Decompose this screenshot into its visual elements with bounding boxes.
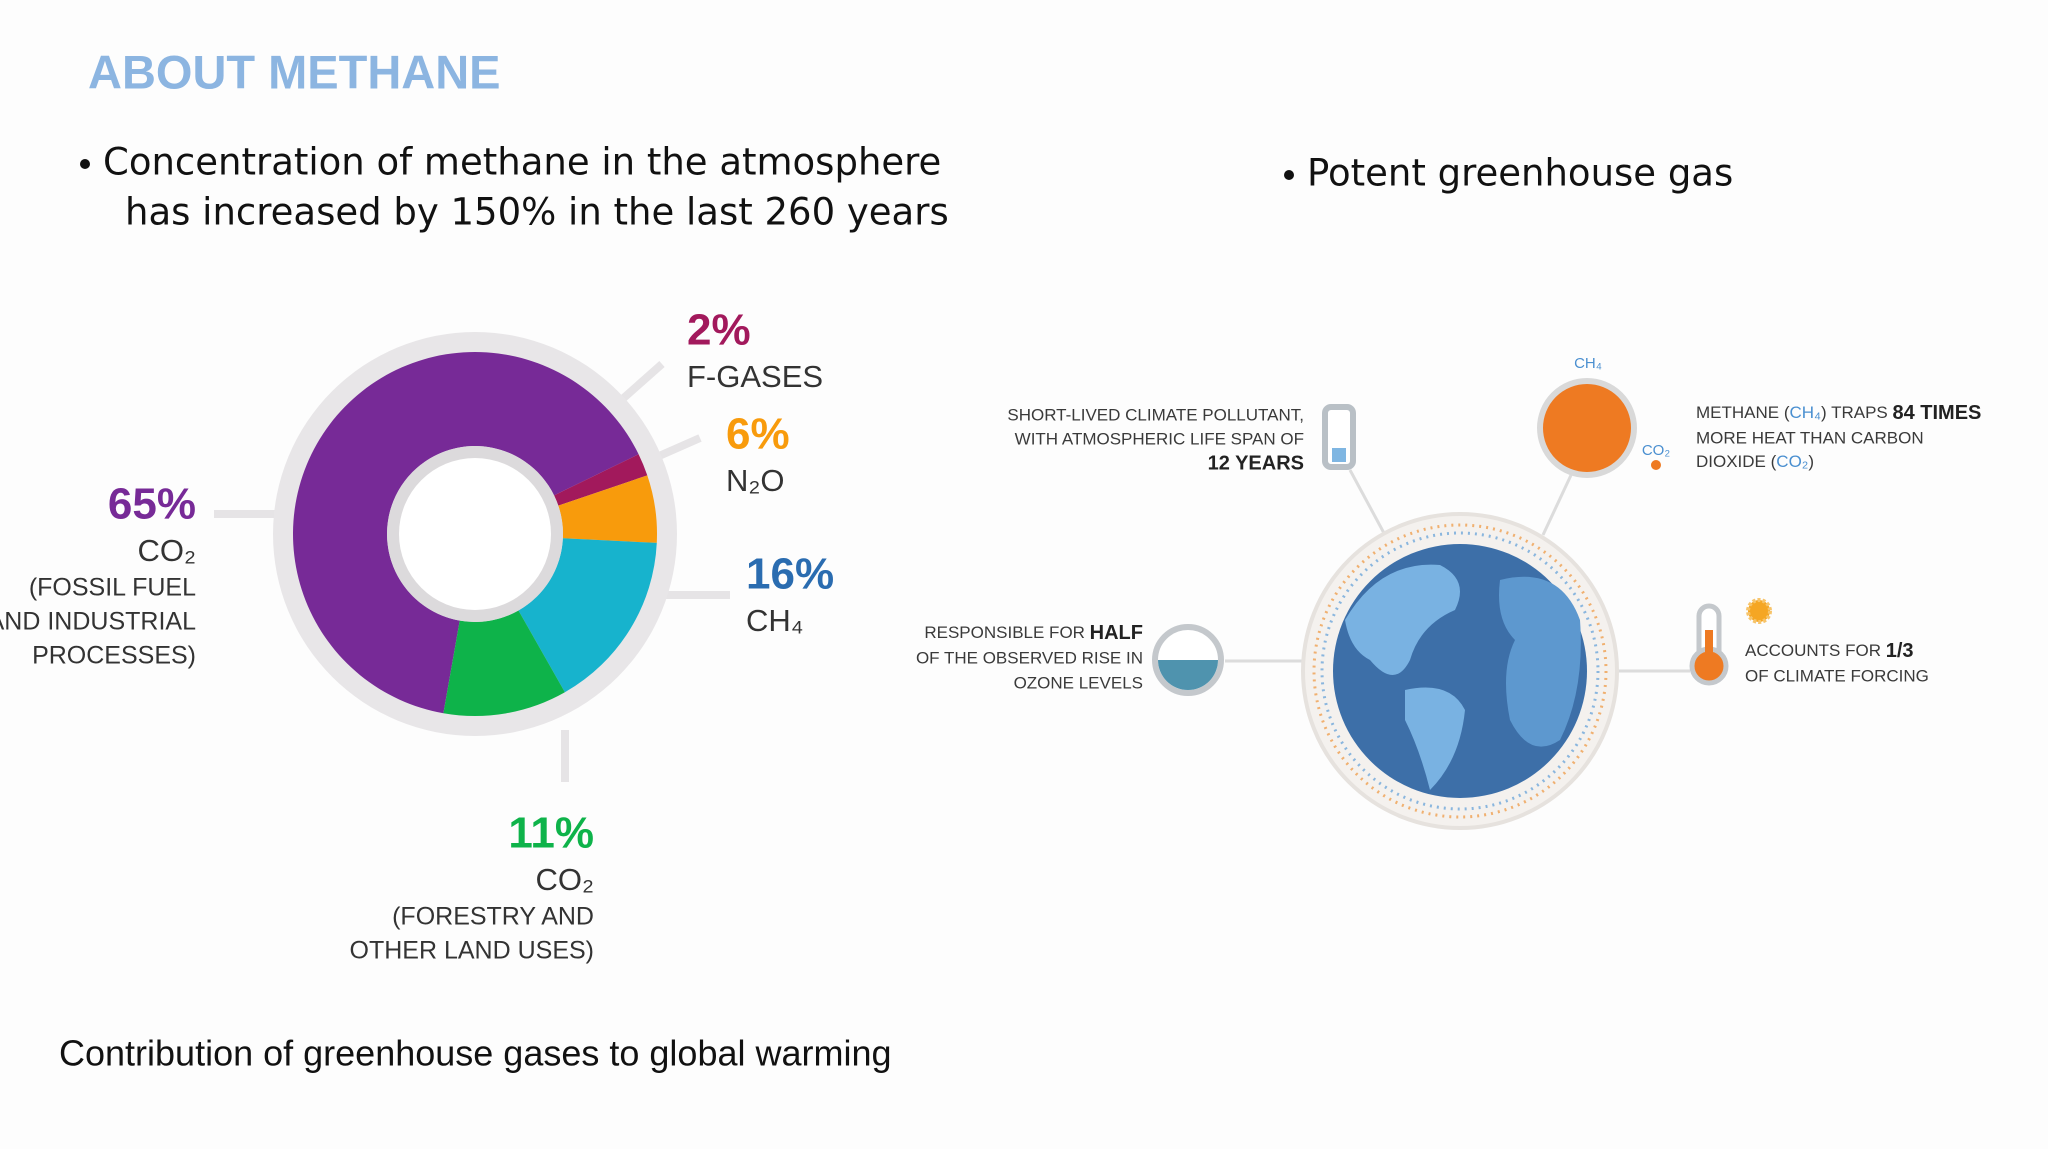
- category-description: OTHER LAND USES): [350, 937, 594, 965]
- category-description: AND INDUSTRIAL: [0, 608, 196, 636]
- info-text: ACCOUNTS FOR 1/3: [1745, 640, 1914, 662]
- info-text: WITH ATMOSPHERIC LIFE SPAN OF: [1015, 429, 1304, 448]
- globe-dots: [1320, 531, 1600, 811]
- info-text-bold: HALF: [1090, 622, 1143, 644]
- donut-slice: [518, 538, 657, 693]
- info-text: ACCOUNTS FOR: [1745, 641, 1886, 660]
- value-label: 2%: [687, 306, 751, 355]
- info-text: OF THE OBSERVED RISE IN: [916, 648, 1143, 667]
- connector: [1541, 472, 1574, 536]
- info-text-bold: 1/3: [1886, 640, 1914, 662]
- category-label: N₂O: [726, 463, 785, 498]
- value-label: 16%: [746, 550, 834, 599]
- bullet-dot: [1284, 170, 1294, 180]
- category-description: (FOSSIL FUEL: [29, 574, 196, 602]
- info-text: RESPONSIBLE FOR HALF: [924, 622, 1143, 644]
- slide-title: ABOUT METHANE: [88, 45, 501, 98]
- info-text: DIOXIDE (: [1696, 452, 1777, 471]
- globe-dots: [1312, 523, 1608, 819]
- bullet-text: Potent greenhouse gas: [1307, 152, 1733, 195]
- category-description: PROCESSES): [32, 642, 196, 670]
- info-text-blue: CO₂: [1776, 452, 1808, 471]
- donut-chart: 65% CO₂ (FOSSIL FUEL AND INDUSTRIAL PROCESSE…: [0, 306, 834, 965]
- info-text: SHORT-LIVED CLIMATE POLLUTANT,: [1007, 405, 1304, 424]
- donut-slice: [558, 475, 657, 543]
- info-text: METHANE (: [1696, 403, 1790, 422]
- continent: [1345, 564, 1460, 675]
- info-text: ) TRAPS: [1821, 403, 1892, 422]
- connector: [1348, 469, 1387, 536]
- icon-label: CH₄: [1574, 355, 1602, 372]
- info-text: ): [1808, 452, 1814, 471]
- donut-slice: [554, 454, 648, 506]
- donut-slice: [443, 610, 565, 716]
- category-label: F-GASES: [687, 359, 823, 394]
- ozone-fill: [1158, 660, 1218, 690]
- value-label: 65%: [108, 480, 196, 529]
- leader-line: [615, 361, 665, 406]
- category-label: CO₂: [535, 862, 594, 897]
- donut-hole: [399, 458, 551, 610]
- bullet-text: Concentration of methane in the atmosphe…: [103, 141, 941, 184]
- info-text-bold: 12 YEARS: [1208, 452, 1304, 474]
- category-label: CH₄: [746, 603, 803, 638]
- info-text: DIOXIDE (CO₂): [1696, 452, 1814, 471]
- hourglass-sand: [1332, 448, 1346, 462]
- info-text-bold: 84 TIMES: [1892, 402, 1981, 424]
- caption: Contribution of greenhouse gases to glob…: [59, 1033, 892, 1074]
- icon-label: CO₂: [1642, 442, 1671, 459]
- info-text: RESPONSIBLE FOR: [924, 623, 1089, 642]
- info-text: OF CLIMATE FORCING: [1745, 666, 1929, 685]
- info-text: METHANE (CH₄) TRAPS 84 TIMES: [1696, 402, 1981, 424]
- infographic: CH₄ CO₂ SHORT-LIVED CLIMATE POLLUTANT, W…: [916, 355, 1981, 830]
- info-text-blue: CH₄: [1790, 403, 1822, 422]
- info-text: MORE HEAT THAN CARBON: [1696, 428, 1924, 447]
- continent: [1499, 576, 1581, 747]
- category-description: (FORESTRY AND: [392, 903, 594, 931]
- continent: [1405, 687, 1465, 790]
- bullet-dot: [80, 159, 90, 169]
- info-text: OZONE LEVELS: [1014, 673, 1143, 692]
- category-label: CO₂: [137, 533, 196, 568]
- value-label: 11%: [508, 809, 594, 858]
- value-label: 6%: [726, 410, 790, 459]
- connector-lines: [1225, 469, 1690, 673]
- co2-dot: [1651, 460, 1661, 470]
- bullet-text: has increased by 150% in the last 260 ye…: [125, 191, 949, 234]
- thermometer-level: [1705, 630, 1713, 666]
- sun-icon: [1746, 598, 1772, 624]
- methane-icon: [1537, 378, 1637, 478]
- donut-slice: [292, 351, 639, 714]
